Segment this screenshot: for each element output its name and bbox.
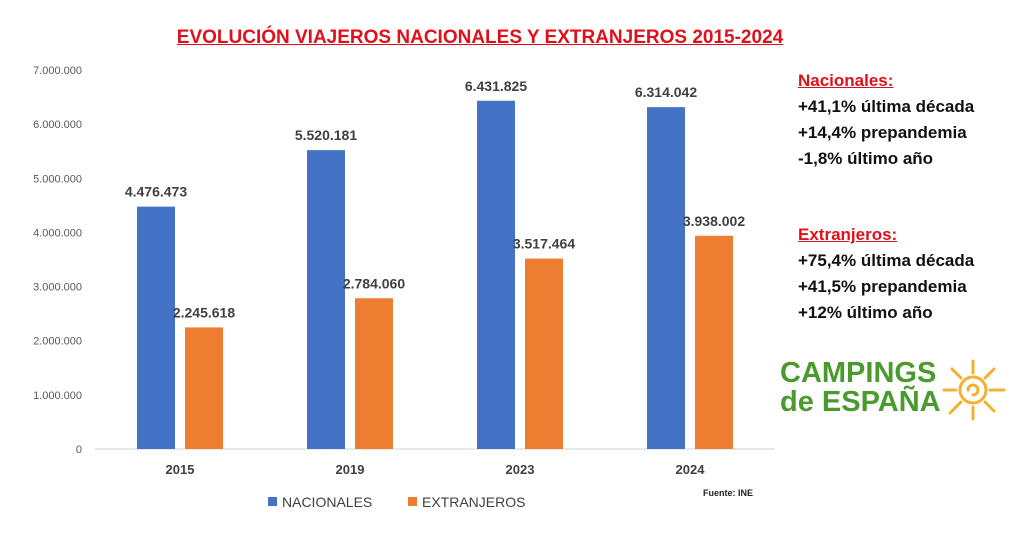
data-label: 6.431.825 bbox=[465, 78, 527, 94]
bar-nacionales bbox=[137, 206, 175, 449]
data-label: 3.938.002 bbox=[683, 213, 745, 229]
legend-swatch bbox=[408, 497, 417, 506]
nacionales-note: -1,8% último año bbox=[798, 149, 934, 168]
data-label: 2.784.060 bbox=[343, 275, 405, 291]
nacionales-note: +41,1% última década bbox=[798, 97, 975, 116]
logo-line1: CAMPINGS bbox=[780, 357, 937, 389]
legend-label: NACIONALES bbox=[282, 494, 372, 510]
y-tick-label: 2.000.000 bbox=[33, 336, 82, 348]
chart-title: EVOLUCIÓN VIAJEROS NACIONALES Y EXTRANJE… bbox=[176, 27, 784, 48]
extranjeros-notes: Extranjeros: +75,4% última década +41,5%… bbox=[798, 222, 974, 326]
data-label: 2.245.618 bbox=[173, 304, 235, 320]
x-tick-label: 2015 bbox=[166, 462, 195, 477]
legend-swatch bbox=[268, 497, 277, 506]
bar-nacionales bbox=[647, 107, 685, 450]
bar-nacionales bbox=[477, 100, 515, 449]
y-tick-label: 3.000.000 bbox=[33, 282, 82, 294]
legend-label: EXTRANJEROS bbox=[422, 494, 525, 510]
nacionales-note: +14,4% prepandemia bbox=[798, 123, 967, 142]
y-tick-label: 7.000.000 bbox=[33, 65, 82, 77]
extranjeros-note: +12% último año bbox=[798, 303, 933, 322]
x-tick-label: 2024 bbox=[676, 462, 706, 477]
data-label: 5.520.181 bbox=[295, 127, 357, 143]
y-tick-label: 5.000.000 bbox=[33, 173, 82, 185]
bar-extranjeros bbox=[355, 298, 393, 449]
nacionales-heading: Nacionales: bbox=[798, 71, 894, 90]
y-tick-label: 1.000.000 bbox=[33, 390, 82, 402]
y-tick-label: 6.000.000 bbox=[33, 119, 82, 131]
logo-line2: de ESPAÑA bbox=[780, 386, 941, 418]
source-label: Fuente: INE bbox=[703, 488, 754, 498]
bar-extranjeros bbox=[525, 258, 563, 449]
data-label: 4.476.473 bbox=[125, 184, 187, 200]
data-label: 6.314.042 bbox=[635, 84, 697, 100]
extranjeros-note: +75,4% última década bbox=[798, 251, 975, 270]
x-tick-label: 2023 bbox=[506, 462, 535, 477]
y-tick-label: 0 bbox=[76, 444, 82, 456]
nacionales-notes: Nacionales: +41,1% última década +14,4% … bbox=[798, 68, 974, 172]
bar-extranjeros bbox=[185, 327, 223, 449]
bar-nacionales bbox=[307, 150, 345, 449]
extranjeros-note: +41,5% prepandemia bbox=[798, 277, 967, 296]
sun-icon bbox=[942, 359, 1006, 421]
campings-de-espana-logo: CAMPINGS de ESPAÑA bbox=[778, 355, 1018, 425]
y-tick-label: 4.000.000 bbox=[33, 227, 82, 239]
data-label: 3.517.464 bbox=[513, 236, 575, 252]
extranjeros-heading: Extranjeros: bbox=[798, 225, 898, 244]
x-tick-label: 2019 bbox=[336, 462, 365, 477]
bar-extranjeros bbox=[695, 235, 733, 449]
